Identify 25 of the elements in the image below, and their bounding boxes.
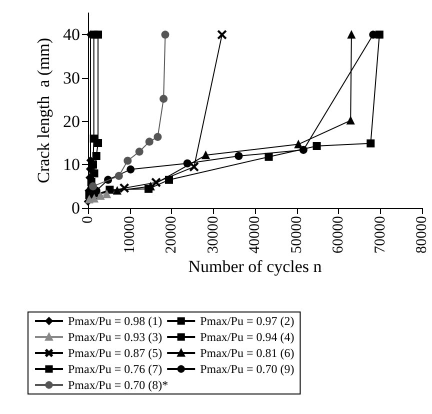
- y-tick-label: 0: [72, 198, 80, 218]
- y-tick-label: 10: [63, 155, 80, 174]
- legend-label: Pmax/Pu = 0.93 (3): [68, 330, 162, 344]
- legend-label: Pmax/Pu = 0.87 (5): [68, 346, 162, 360]
- y-tick-label: 40: [63, 25, 80, 44]
- x-axis-title: Number of cycles n: [188, 257, 322, 276]
- y-tick-label: 20: [63, 112, 80, 131]
- legend-label: Pmax/Pu = 0.98 (1): [68, 314, 162, 328]
- x-tick-label: 10000: [122, 216, 138, 254]
- x-tick-label: 70000: [372, 216, 388, 254]
- legend-label: Pmax/Pu = 0.70 (8)*: [68, 378, 168, 392]
- x-tick-label: 20000: [164, 216, 180, 254]
- legend-label: Pmax/Pu = 0.76 (7): [68, 362, 162, 376]
- legend-label: Pmax/Pu = 0.81 (6): [200, 346, 294, 360]
- x-tick-label: 0: [80, 216, 96, 224]
- x-tick-label: 30000: [205, 216, 222, 254]
- x-tick-label: 40000: [247, 216, 263, 254]
- legend-label: Pmax/Pu = 0.97 (2): [200, 314, 294, 328]
- y-axis-title: Crack length a (mm): [34, 38, 53, 184]
- y-tick-label: 30: [63, 68, 80, 88]
- x-tick-label: 60000: [330, 216, 346, 254]
- legend-label: Pmax/Pu = 0.94 (4): [200, 330, 294, 344]
- x-tick-label: 80000: [414, 216, 430, 254]
- legend-label: Pmax/Pu = 0.70 (9): [200, 362, 294, 376]
- x-tick-label: 50000: [288, 216, 305, 254]
